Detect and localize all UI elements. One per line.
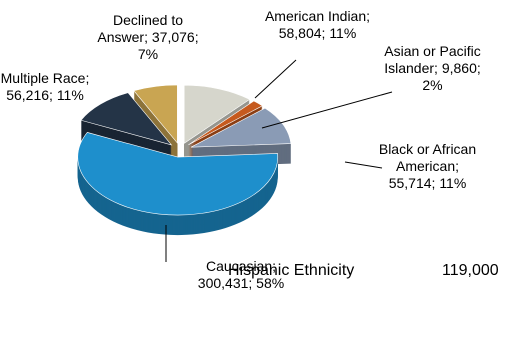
data-label: Asian or Pacific Islander; 9,860; 2% xyxy=(375,43,490,94)
value-label: 58,804 xyxy=(278,25,322,41)
category-name: Black or African American xyxy=(378,141,477,174)
pie xyxy=(77,84,292,236)
category-name: Declined to Answer xyxy=(97,12,184,45)
data-label: Multiple Race; 56,216; 11% xyxy=(0,70,90,104)
data-label: Declined to Answer; 37,076; 7% xyxy=(88,12,208,63)
value-label: 56,216 xyxy=(6,87,50,103)
separator: ; xyxy=(455,158,460,174)
category-name: Caucasian xyxy=(205,258,273,274)
slice xyxy=(188,100,263,146)
leader-line xyxy=(344,161,383,169)
share-label: 11% xyxy=(329,25,357,41)
data-label: Caucasian; 300,431; 58% xyxy=(196,258,286,292)
separator: ; xyxy=(144,29,148,45)
leader-lines xyxy=(165,59,393,262)
slice xyxy=(80,92,173,146)
share-label: 11% xyxy=(439,175,467,191)
separator: ; xyxy=(366,8,371,24)
value-label: 37,076 xyxy=(151,29,195,45)
value-label: 300,431 xyxy=(197,275,249,291)
share-label: 7% xyxy=(137,46,159,62)
separator: ; xyxy=(476,60,481,76)
note-value: 119,000 xyxy=(442,262,499,279)
slice xyxy=(77,132,279,216)
separator: ; xyxy=(248,275,253,291)
value-label: 55,714 xyxy=(388,175,432,191)
leader-line xyxy=(254,59,297,99)
slice xyxy=(190,107,292,148)
slice xyxy=(133,84,178,144)
share-label: 11% xyxy=(56,87,84,103)
value-label: 9,860 xyxy=(441,60,477,76)
separator: ; xyxy=(272,258,277,274)
data-label: Black or African American; 55,714; 11% xyxy=(375,141,480,192)
category-name: Asian or Pacific Islander xyxy=(384,43,481,76)
category-name: American Indian xyxy=(264,8,367,24)
separator: ; xyxy=(321,25,326,41)
separator: ; xyxy=(431,175,436,191)
separator: ; xyxy=(49,87,53,103)
separator: ; xyxy=(434,60,438,76)
share-label: 2% xyxy=(422,77,443,93)
data-label: American Indian; 58,804; 11% xyxy=(255,8,380,42)
separator: ; xyxy=(85,70,90,86)
separator: ; xyxy=(194,29,199,45)
slice xyxy=(183,84,251,144)
share-label: 58% xyxy=(256,275,285,291)
leader-line xyxy=(261,91,393,129)
note-label: Hispanic Ethnicity xyxy=(228,262,355,279)
category-name: Multiple Race xyxy=(0,70,86,86)
